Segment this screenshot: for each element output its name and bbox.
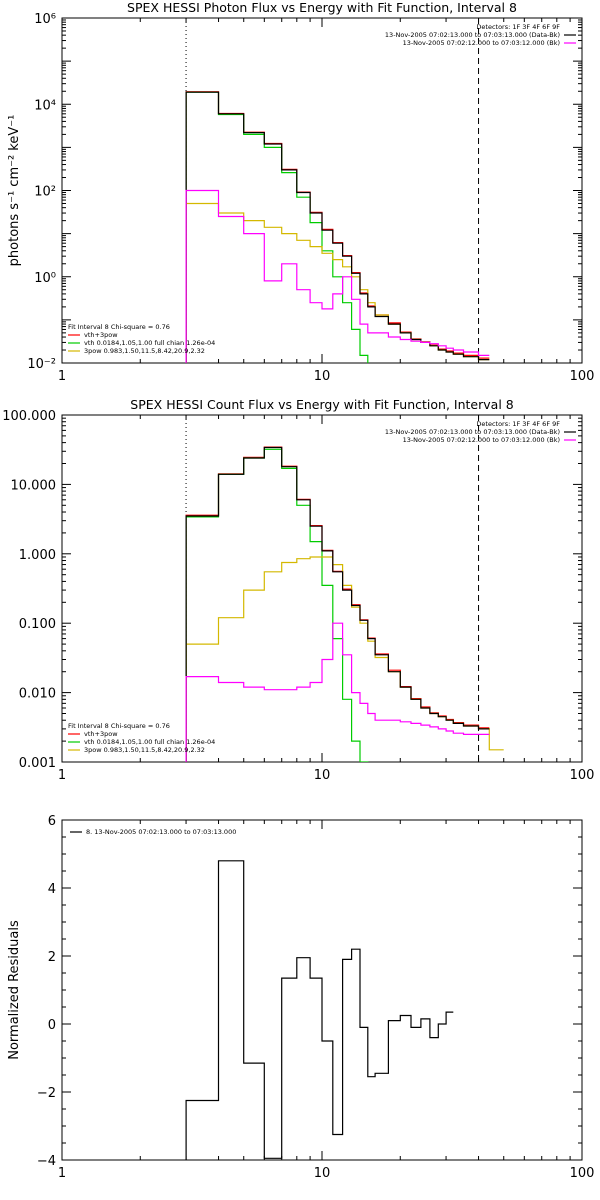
y-tick-label: 10⁻² — [27, 357, 56, 372]
legend-left-text: Fit Interval 8 Chi-square = 0.76 — [68, 722, 170, 730]
plot-area — [185, 446, 504, 762]
fit-line-2 — [185, 556, 504, 762]
legend-right-text: 13-Nov-2005 07:02:13.000 to 07:03:13.000… — [385, 31, 560, 39]
x-tick-label: 10 — [314, 768, 331, 783]
data-line-0 — [185, 446, 490, 762]
y-tick-label: 6 — [48, 814, 56, 829]
x-tick-label: 10 — [314, 1166, 331, 1181]
x-tick-label: 1 — [58, 1166, 66, 1181]
legend-text: 8. 13-Nov-2005 07:02:13.000 to 07:03:13.… — [86, 828, 236, 836]
plot-area — [185, 91, 490, 363]
y-tick-label: 0.010 — [19, 687, 56, 702]
y-tick-label: 100.000 — [2, 409, 56, 424]
legend-left-text: 3pow 0.983,1.50,11.5,8.42,20.9,2.32 — [84, 347, 205, 355]
y-tick-label: −4 — [37, 1154, 56, 1169]
y-tick-label: 10⁴ — [34, 98, 56, 113]
legend-right-text: Detectors: 1F 3F 4F 6F 9F — [476, 420, 560, 428]
x-tick-label: 1 — [58, 369, 66, 384]
fit-line-1 — [185, 448, 369, 762]
x-tick-label: 100 — [570, 1166, 595, 1181]
fit-line-1 — [185, 91, 369, 363]
axes-frame — [61, 414, 583, 763]
chart-title: SPEX HESSI Photon Flux vs Energy with Fi… — [127, 0, 517, 15]
axes-frame — [61, 17, 583, 364]
x-tick-label: 1 — [58, 768, 66, 783]
y-tick-label: 0.001 — [19, 756, 56, 771]
residuals-panel: 1 10 100 −4 −2 0 2 4 6 Normalized Residuals 8. 13-… — [7, 814, 594, 1181]
x-tick-label: 100 — [570, 369, 595, 384]
data-line-1 — [185, 189, 490, 363]
photon-flux-panel: SPEX HESSI Photon Flux vs Energy with Fi… — [7, 0, 595, 384]
y-tick-label: 10⁰ — [34, 271, 56, 286]
legend-left-text: vth+3pow — [84, 730, 118, 738]
legend-left-text: vth 0.0184,1.05,1.00 full chian 1.26e-04 — [84, 339, 215, 347]
plot-area — [185, 860, 454, 1160]
legend-left-text: vth 0.0184,1.05,1.00 full chian 1.26e-04 — [84, 738, 215, 746]
legend-right-text: Detectors: 1F 3F 4F 6F 9F — [476, 23, 560, 31]
legend-right-text: 13-Nov-2005 07:02:12.000 to 07:03:12.000… — [403, 436, 560, 444]
legend-left-text: Fit Interval 8 Chi-square = 0.76 — [68, 323, 170, 331]
y-tick-label: −2 — [37, 1086, 56, 1101]
chart-title: SPEX HESSI Count Flux vs Energy with Fit… — [130, 397, 513, 412]
y-tick-label: 2 — [48, 950, 56, 965]
x-tick-label: 10 — [314, 369, 331, 384]
y-tick-label: 10.000 — [11, 478, 57, 493]
y-tick-label: 1.000 — [19, 548, 56, 563]
legend-right-text: 13-Nov-2005 07:02:12.000 to 07:03:12.000… — [403, 39, 560, 47]
count-flux-panel: SPEX HESSI Count Flux vs Energy with Fit… — [2, 397, 595, 783]
y-tick-label: 0.100 — [19, 617, 56, 632]
data-line-0 — [185, 860, 454, 1160]
y-tick-label: 10² — [34, 185, 56, 200]
legend-left-text: 3pow 0.983,1.50,11.5,8.42,20.9,2.32 — [84, 746, 205, 754]
data-line-0 — [185, 91, 490, 363]
data-line-1 — [185, 622, 490, 762]
legend-left-text: vth+3pow — [84, 331, 118, 339]
y-axis-label: photons s⁻¹ cm⁻² keV⁻¹ — [7, 115, 22, 267]
y-tick-label: 0 — [48, 1018, 56, 1033]
fit-line-0 — [185, 91, 490, 363]
fit-line-0 — [185, 446, 490, 762]
legend-right-text: 13-Nov-2005 07:02:13.000 to 07:03:13.000… — [385, 428, 560, 436]
fit-line-2 — [185, 202, 490, 363]
y-tick-label: 4 — [48, 882, 56, 897]
x-tick-label: 100 — [570, 768, 595, 783]
y-tick-label: 10⁶ — [34, 12, 56, 27]
y-axis-label: Normalized Residuals — [7, 920, 22, 1060]
